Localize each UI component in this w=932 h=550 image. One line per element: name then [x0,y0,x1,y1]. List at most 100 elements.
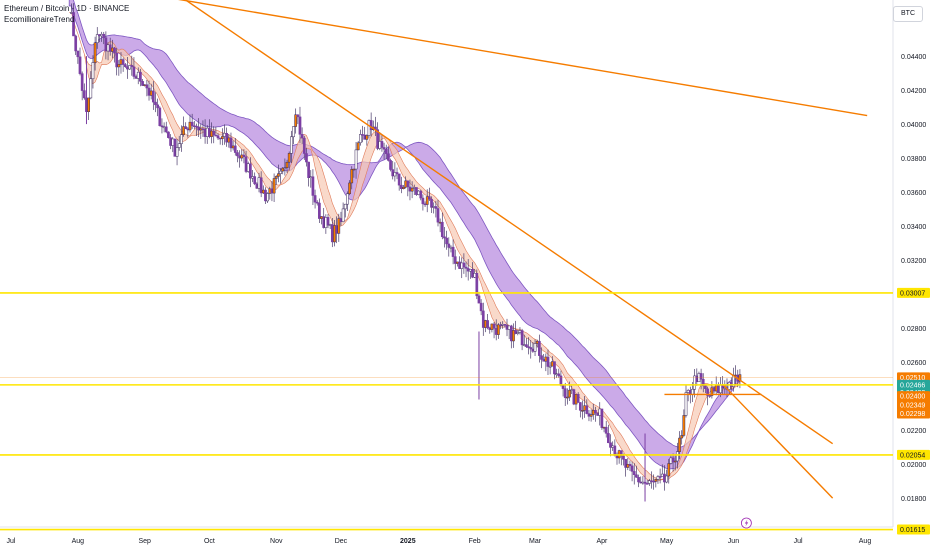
candle-body [132,66,136,77]
candle-body [574,393,578,405]
candle-body [130,65,134,68]
candle-body [287,153,291,163]
candle-body [361,134,364,136]
candle-body [160,125,164,128]
price-label-text: 0.02466 [900,382,925,389]
candle-body [699,373,703,380]
candle-body [484,320,487,328]
candle-body [395,172,399,175]
candle-body [412,187,416,189]
candle-body [270,188,274,194]
candle-body [408,186,412,192]
time-axis: Jul Aug Sep Oct Nov Dec 2025 Feb Mar Apr May Jun Jul… [7,538,872,545]
candle-body [471,269,474,278]
candle-body [512,330,515,342]
candle-body [300,134,304,139]
candle-body [669,457,673,464]
candle-body [665,475,668,483]
candle-body [115,52,119,68]
candle-body [550,361,554,367]
candle-body [229,137,233,149]
candle-body [100,33,103,37]
candle-body [244,156,248,172]
x-tick-label: Jul [794,538,803,545]
candle-body [494,328,498,335]
candle-body [298,116,302,135]
candle-body [684,392,688,416]
candle-body [225,132,229,143]
candle-body [335,225,338,234]
candle-body [570,389,574,391]
candle-body [557,373,561,377]
candle-body [95,34,99,44]
candle-body [337,218,341,234]
candle-body [313,195,317,203]
candle-body [253,176,257,185]
candle-body [421,197,425,205]
y-tick-label: 0.03200 [901,258,926,265]
candle-body [246,163,250,172]
candle-body [602,426,606,429]
candle-body [507,325,511,330]
candle-body [544,356,548,362]
candle-body [182,126,185,135]
candle-body [102,33,106,39]
price-label-text: 0.02400 [900,394,925,401]
candle-body [479,302,483,312]
candle-body [501,324,505,326]
candle-body [164,126,168,133]
candle-body [80,73,84,91]
x-tick-label: Apr [596,538,608,545]
candle-body [656,476,660,480]
candle-body [145,84,149,89]
candle-body [458,261,461,269]
candle-body [486,320,489,329]
candle-body [622,455,625,460]
candle-body [423,203,427,206]
candle-body [212,130,216,136]
candle-body [123,64,127,67]
candle-body [641,481,645,484]
candle-body [587,413,591,417]
currency-badge[interactable]: BTC [893,6,923,22]
candle-body [704,385,707,390]
price-label-text: 0.02298 [900,411,925,418]
candle-body [113,47,116,54]
candle-body [607,433,610,444]
candle-body [538,340,541,356]
candle-body [203,128,207,137]
candle-body [151,90,155,103]
candle-body [238,155,241,159]
chart-header: Ethereum / Bitcoin · 1D · BINANCE Ecomil… [4,3,129,25]
candle-body [268,188,272,194]
candle-body [473,273,477,278]
candle-body [619,450,623,457]
candle-body [98,34,101,37]
price-label-text: 0.03007 [900,290,925,297]
candle-body [259,177,263,194]
horizontal-levels [0,292,893,531]
y-tick-label: 0.02200 [901,428,926,435]
candle-body [445,237,448,245]
candle-body [695,375,699,383]
candle-body [74,35,78,52]
candle-body [654,479,658,482]
candle-body [712,387,716,392]
lightning-glyph [744,519,749,527]
candle-body [451,246,455,257]
candle-body [305,153,308,163]
candle-body [292,126,295,138]
candle-body [481,310,485,328]
candle-body [637,477,640,483]
candle-body [91,62,95,80]
candle-body [236,152,239,157]
candle-body [509,325,513,342]
candle-body [387,153,390,161]
candle-body [139,71,142,82]
candle-body [673,460,677,463]
candle-body [376,129,379,149]
x-tick-label: 2025 [400,538,416,545]
candle-body [214,134,218,137]
candle-body [676,451,679,462]
